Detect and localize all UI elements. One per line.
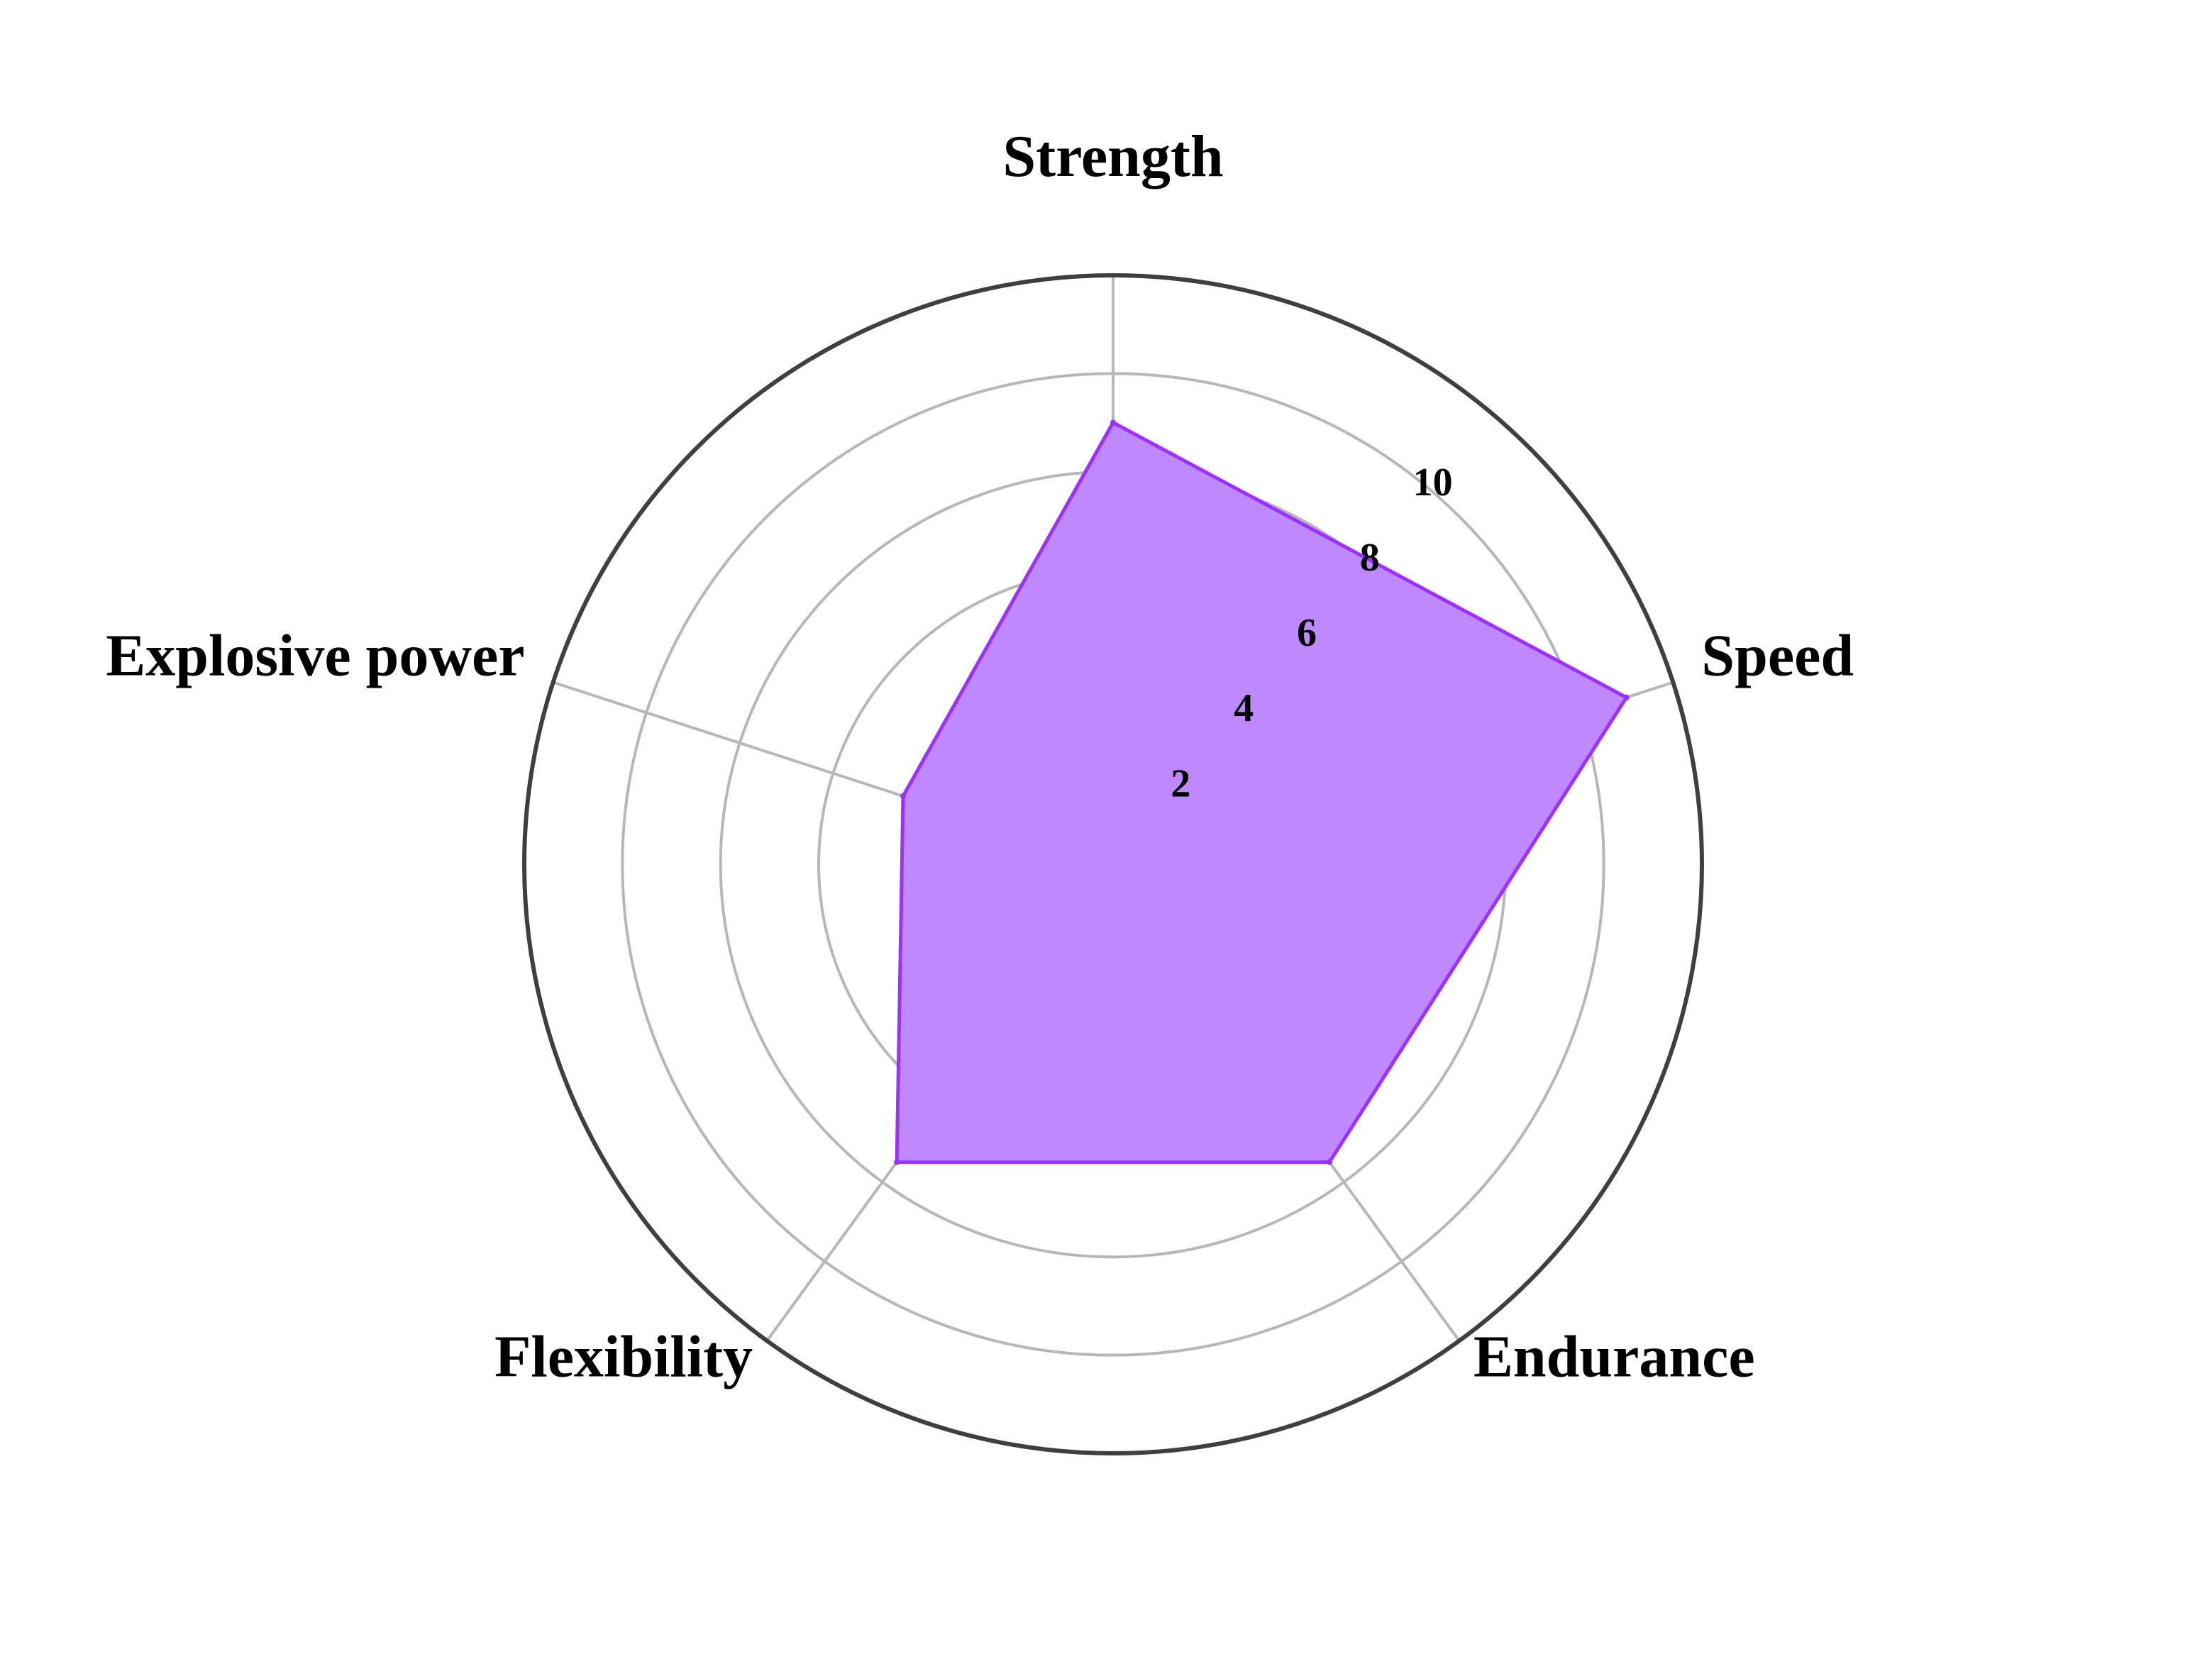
series-area-0 xyxy=(895,420,1630,1165)
category-label-strength: Strength xyxy=(1002,123,1223,189)
radial-tick-label: 10 xyxy=(1413,461,1453,505)
radial-tick-label: 8 xyxy=(1360,536,1380,580)
data-layer xyxy=(894,419,1630,1165)
data-point-strength xyxy=(1110,419,1116,426)
data-point-explosive-power xyxy=(900,793,906,799)
category-label-flexibility: Flexibility xyxy=(494,1324,753,1390)
outer-boundary-ring xyxy=(522,273,1704,1455)
radial-tick-label: 6 xyxy=(1297,611,1317,655)
data-point-flexibility xyxy=(894,1159,900,1165)
radial-tick-label: 2 xyxy=(1171,761,1190,805)
category-label-endurance: Endurance xyxy=(1473,1324,1755,1390)
radial-tick-label: 4 xyxy=(1234,686,1254,730)
category-label-speed: Speed xyxy=(1701,623,1854,689)
data-point-endurance xyxy=(1326,1159,1332,1165)
category-labels: Strength Speed Endurance Flexibility Explosi… xyxy=(106,123,1854,1390)
data-point-speed xyxy=(1623,694,1630,700)
category-label-explosive-power: Explosive power xyxy=(106,623,524,689)
